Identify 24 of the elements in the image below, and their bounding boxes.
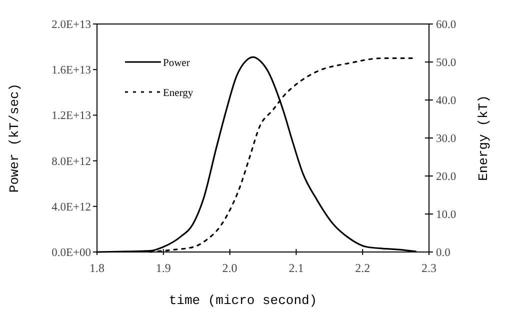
- y2-axis-title: Energy (kT): [476, 95, 491, 181]
- y2-tick-label: 0.0: [436, 247, 451, 259]
- x-axis-title: time (micro second): [168, 293, 318, 308]
- y-tick-label: 8.0E+12: [52, 156, 92, 168]
- y-tick-label: 1.2E+13: [52, 110, 92, 122]
- x-tick-label: 1.8: [90, 261, 104, 275]
- legend-label: Power: [163, 58, 190, 69]
- y-tick-label: 0.0E+00: [52, 247, 92, 259]
- legend-label: Energy: [163, 88, 194, 99]
- y2-tick-label: 60.0: [436, 19, 456, 31]
- y-tick-label: 2.0E+13: [52, 19, 92, 31]
- y-tick-label: 4.0E+12: [52, 201, 92, 214]
- y2-tick-label: 30.0: [436, 133, 456, 145]
- x-tick-label: 2.0: [222, 261, 238, 275]
- x-tick-label: 2.3: [422, 261, 436, 275]
- y2-tick-label: 40.0: [436, 95, 456, 107]
- x-tick-label: 2.2: [355, 261, 370, 275]
- y2-tick-label: 10.0: [436, 209, 456, 221]
- y2-tick-label: 50.0: [436, 57, 456, 69]
- y-tick-label: 1.6E+13: [52, 64, 92, 77]
- y-axis-title: Power (kT/sec): [7, 83, 22, 193]
- x-tick-label: 2.1: [288, 261, 304, 275]
- y2-tick-label: 20.0: [436, 171, 456, 183]
- x-tick-label: 1.9: [156, 261, 171, 275]
